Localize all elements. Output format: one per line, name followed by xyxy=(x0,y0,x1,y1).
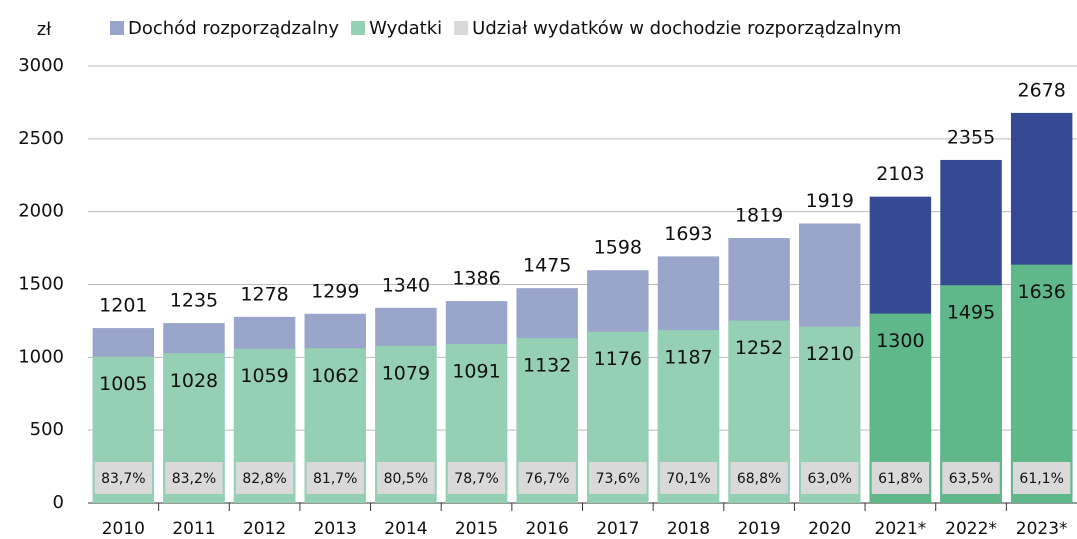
share-box xyxy=(942,462,1000,494)
x-tick-label: 2012 xyxy=(243,519,286,539)
share-box xyxy=(235,462,294,494)
x-tick-label: 2010 xyxy=(102,519,145,539)
income-label: 1598 xyxy=(594,237,642,259)
share-label: 76,7% xyxy=(525,471,569,487)
income-label: 2103 xyxy=(876,163,924,185)
income-label: 1340 xyxy=(382,274,430,296)
share-label: 61,8% xyxy=(878,471,922,487)
x-tick-label: 2023* xyxy=(1016,519,1068,539)
income-label: 1201 xyxy=(99,295,147,317)
y-unit: zł xyxy=(37,19,52,40)
legend-label: Wydatki xyxy=(369,18,442,39)
share-label: 73,6% xyxy=(596,471,640,487)
x-tick-label: 2014 xyxy=(384,519,427,539)
x-tick-label: 2017 xyxy=(596,519,639,539)
share-box xyxy=(377,462,435,494)
expense-label: 1091 xyxy=(452,361,500,383)
expense-label: 1187 xyxy=(664,347,712,369)
x-tick-label: 2015 xyxy=(455,519,498,539)
legend-swatch xyxy=(110,21,124,35)
income-label: 1299 xyxy=(311,280,359,302)
share-box xyxy=(589,462,647,494)
income-label: 1475 xyxy=(523,255,571,277)
expense-label: 1210 xyxy=(806,343,854,365)
legend-swatch xyxy=(351,21,366,35)
expense-label: 1059 xyxy=(240,365,288,387)
income-label: 2678 xyxy=(1017,79,1065,101)
legend-label: Udział wydatków w dochodzie rozporządzal… xyxy=(472,18,901,39)
y-tick-label: 2500 xyxy=(18,128,64,149)
income-label: 1693 xyxy=(664,223,712,245)
x-tick-label: 2021* xyxy=(875,519,927,539)
share-label: 70,1% xyxy=(666,471,710,487)
income-label: 1235 xyxy=(170,290,218,312)
income-label: 2355 xyxy=(947,126,995,148)
share-box xyxy=(447,462,506,494)
share-box xyxy=(871,462,930,494)
share-label: 83,2% xyxy=(172,471,216,487)
share-label: 61,1% xyxy=(1019,471,1063,487)
income-label: 1278 xyxy=(240,283,288,305)
share-label: 63,5% xyxy=(949,471,993,487)
x-tick-label: 2022* xyxy=(945,519,997,539)
y-tick-label: 1000 xyxy=(18,346,64,367)
share-box xyxy=(801,462,859,494)
share-label: 78,7% xyxy=(454,471,498,487)
legend-label: Dochód rozporządzalny xyxy=(128,18,339,39)
expense-label: 1176 xyxy=(594,348,642,370)
x-tick-label: 2018 xyxy=(667,519,710,539)
y-tick-label: 0 xyxy=(53,492,64,513)
share-box xyxy=(94,462,153,494)
expense-label: 1132 xyxy=(523,355,571,377)
share-label: 63,0% xyxy=(808,471,852,487)
expense-label: 1495 xyxy=(947,302,995,324)
income-label: 1919 xyxy=(806,190,854,212)
share-box xyxy=(518,462,576,494)
share-box xyxy=(1012,462,1071,494)
x-tick-label: 2019 xyxy=(737,519,780,539)
x-tick-label: 2011 xyxy=(172,519,215,539)
legend-swatch xyxy=(454,21,469,35)
share-box xyxy=(165,462,223,494)
share-label: 68,8% xyxy=(737,471,781,487)
y-tick-label: 3000 xyxy=(18,55,64,76)
share-label: 81,7% xyxy=(313,471,357,487)
x-tick-label: 2016 xyxy=(526,519,569,539)
expense-label: 1005 xyxy=(99,373,147,395)
expense-label: 1300 xyxy=(876,330,924,352)
share-label: 83,7% xyxy=(101,471,145,487)
x-tick-label: 2013 xyxy=(314,519,357,539)
share-label: 82,8% xyxy=(242,471,286,487)
expense-label: 1079 xyxy=(382,362,430,384)
share-box xyxy=(730,462,788,494)
expense-label: 1028 xyxy=(170,370,218,392)
share-box xyxy=(659,462,718,494)
expense-label: 1636 xyxy=(1017,281,1065,303)
x-tick-label: 2020 xyxy=(808,519,851,539)
income-label: 1386 xyxy=(452,268,500,290)
y-tick-label: 1500 xyxy=(18,274,64,295)
share-label: 80,5% xyxy=(384,471,428,487)
income-label: 1819 xyxy=(735,205,783,227)
y-tick-label: 500 xyxy=(30,419,64,440)
share-box xyxy=(306,462,364,494)
expense-label: 1252 xyxy=(735,337,783,359)
y-tick-label: 2000 xyxy=(18,201,64,222)
expense-label: 1062 xyxy=(311,365,359,387)
